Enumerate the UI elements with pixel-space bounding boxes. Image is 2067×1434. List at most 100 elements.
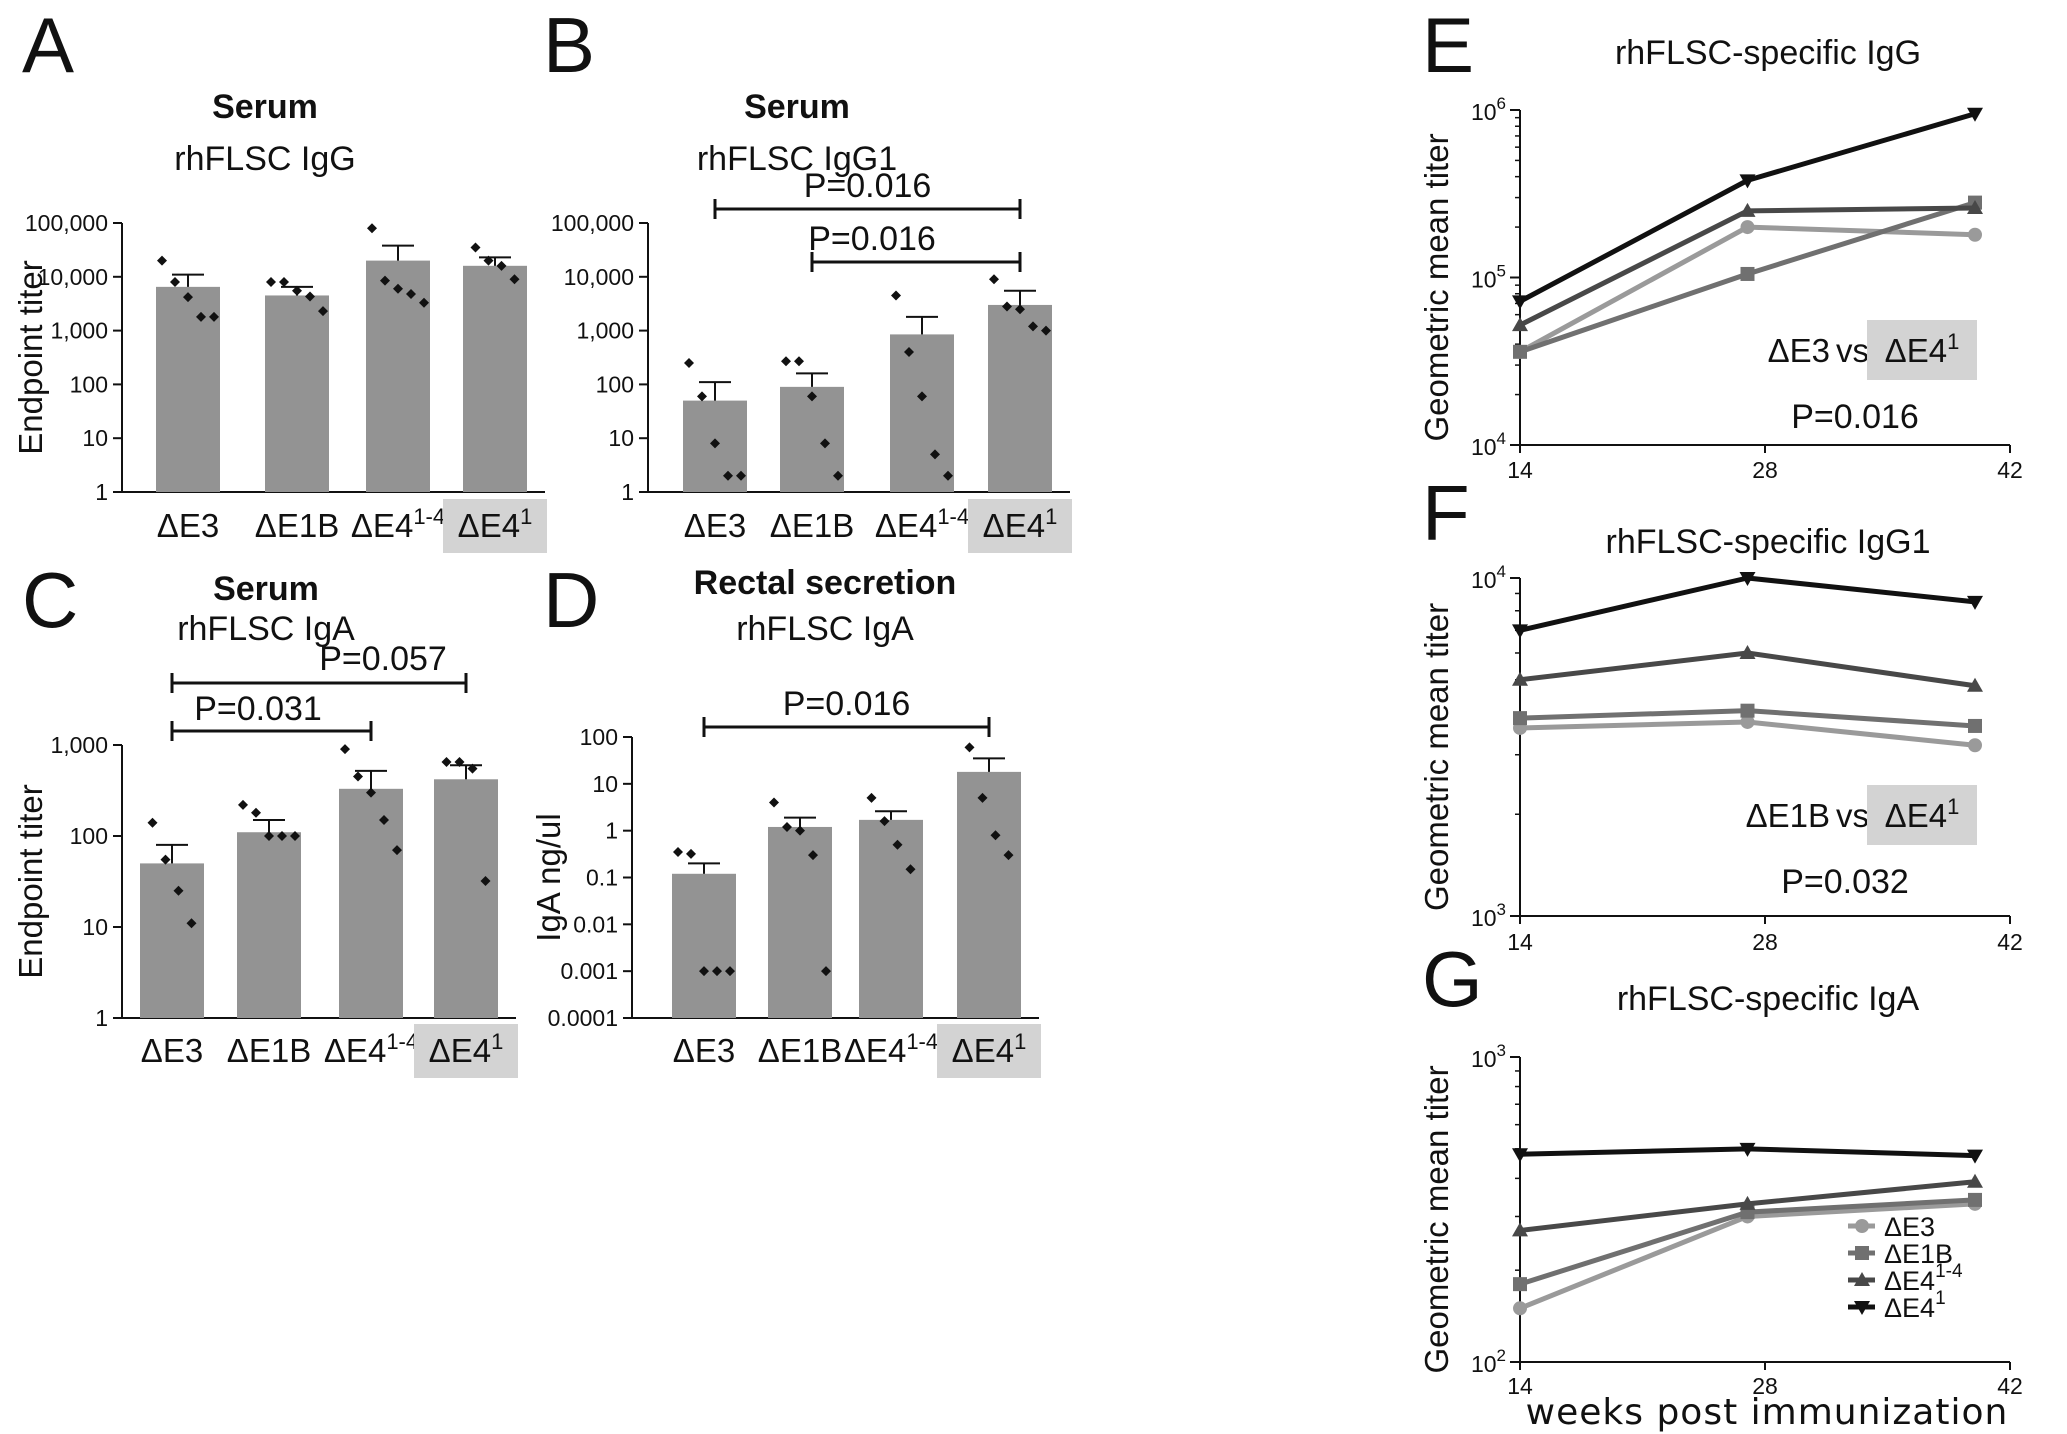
panel-subtitle: rhFLSC IgG — [174, 140, 355, 178]
panel-title: rhFLSC-specific IgA — [1617, 980, 1920, 1018]
data-point — [905, 864, 916, 875]
data-point — [183, 292, 193, 303]
y-tick-exp: 2 — [1497, 1346, 1506, 1365]
category-label-base: ΔE4 — [875, 507, 937, 544]
category-label: ΔE3 — [673, 1032, 735, 1069]
legend-label-base: ΔE1B — [1884, 1239, 1953, 1269]
y-axis-label: IgA ng/ul — [530, 813, 567, 941]
panel-title: Serum — [212, 88, 318, 126]
legend-label: ΔE1B — [1884, 1239, 1953, 1269]
marker-triangle — [1512, 671, 1528, 686]
marker-circle — [1855, 1219, 1869, 1233]
x-tick-label: 28 — [1752, 929, 1778, 955]
marker-circle — [1968, 738, 1982, 753]
data-point — [279, 277, 289, 288]
data-point — [795, 825, 805, 836]
data-point — [160, 854, 171, 865]
y-tick-label: 10 — [82, 425, 108, 451]
category-label-base: ΔE1B — [255, 507, 339, 544]
x-tick-label: 28 — [1752, 1373, 1778, 1399]
x-tick-label: 42 — [1997, 929, 2023, 955]
y-tick-exp: 4 — [1497, 429, 1506, 448]
category-label: ΔE41 — [952, 1029, 1027, 1069]
data-point — [393, 283, 403, 294]
y-axis-label: Endpoint titer — [12, 260, 49, 454]
category-label-base: ΔE3 — [157, 507, 219, 544]
data-point — [238, 799, 248, 810]
data-point — [866, 792, 877, 803]
marker-square — [1513, 344, 1527, 359]
panel-title: rhFLSC-specific IgG — [1615, 34, 1921, 72]
data-point — [496, 260, 507, 271]
y-axis-label: Geometric mean titer — [1418, 133, 1455, 441]
data-point — [723, 470, 733, 481]
comparison-p-value: P=0.016 — [808, 220, 936, 258]
data-point — [943, 470, 953, 481]
comparison-p-value: P=0.016 — [1791, 398, 1919, 436]
data-point — [736, 470, 746, 481]
category-label: ΔE1B — [255, 507, 339, 544]
y-tick-exp: 6 — [1497, 94, 1506, 113]
x-tick-label: 42 — [1997, 1373, 2023, 1399]
category-label: ΔE41-4 — [351, 504, 445, 544]
marker-triangle — [1739, 1195, 1756, 1210]
data-point — [209, 311, 219, 322]
comparison-group-b-base: ΔE4 — [1885, 797, 1947, 834]
category-label-base: ΔE4 — [458, 507, 520, 544]
category-label-base: ΔE1B — [758, 1032, 842, 1069]
category-label: ΔE41 — [429, 1029, 504, 1069]
data-point — [879, 816, 890, 827]
category-label: ΔE1B — [758, 1032, 842, 1069]
category-label: ΔE41 — [458, 504, 533, 544]
data-point — [480, 876, 491, 887]
y-tick-label: 0.001 — [560, 958, 618, 984]
y-tick-label: 1,000 — [576, 318, 634, 344]
panel-subtitle: rhFLSC IgA — [736, 610, 914, 648]
data-point — [989, 274, 999, 285]
data-point — [318, 306, 328, 317]
data-point — [977, 792, 988, 803]
legend-label-base: ΔE4 — [1884, 1266, 1935, 1296]
data-point — [820, 438, 830, 449]
category-label-base: ΔE4 — [983, 507, 1045, 544]
data-point — [441, 757, 452, 768]
panel-label-f: F — [1422, 469, 1470, 557]
marker-square — [1968, 718, 1982, 733]
category-label-sup: 1 — [491, 1029, 503, 1054]
data-point — [990, 830, 1001, 841]
x-tick-label: 14 — [1507, 1373, 1533, 1399]
category-label-base: ΔE4 — [324, 1032, 386, 1069]
category-label: ΔE41-4 — [324, 1029, 418, 1069]
category-label-sup: 1-4 — [386, 1029, 418, 1054]
data-point — [712, 966, 722, 977]
data-point — [833, 470, 843, 481]
category-label-base: ΔE3 — [673, 1032, 735, 1069]
category-label: ΔE41-4 — [844, 1029, 938, 1069]
marker-triangle — [1512, 317, 1528, 332]
y-tick-base: 10 — [1471, 434, 1497, 460]
data-point — [406, 288, 416, 299]
y-tick-exp: 4 — [1497, 562, 1506, 581]
y-tick-label: 100,000 — [551, 210, 634, 236]
marker-square — [1513, 1277, 1527, 1292]
category-label: ΔE41-4 — [875, 504, 969, 544]
y-axis-label: Geometric mean titer — [1418, 1065, 1455, 1373]
y-tick-label: 100 — [580, 724, 618, 750]
y-tick-label: 10 — [82, 914, 108, 940]
y-tick-exp: 5 — [1497, 262, 1506, 281]
marker-square — [1855, 1246, 1869, 1260]
data-point — [697, 391, 707, 402]
data-point — [157, 255, 167, 266]
category-label-sup: 1 — [1045, 504, 1057, 529]
panel-label-c: C — [22, 556, 78, 644]
data-point — [1041, 325, 1051, 336]
highlight-box — [414, 1024, 518, 1078]
y-tick-label: 105 — [1471, 262, 1506, 293]
y-tick-label: 1,000 — [50, 318, 108, 344]
panel-label-a: A — [22, 1, 74, 89]
y-tick-exp: 3 — [1497, 900, 1506, 919]
y-tick-label: 1 — [621, 479, 634, 505]
data-point — [781, 356, 791, 367]
